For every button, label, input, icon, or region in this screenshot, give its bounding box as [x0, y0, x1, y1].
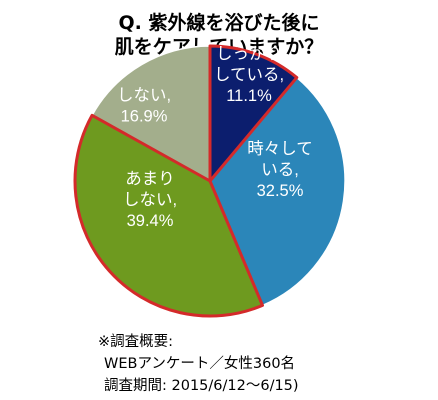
footnote-survey-method: WEBアンケート／女性360名	[104, 356, 296, 372]
label-tokidoki-shiteiru: 時々している, 32.5%	[247, 139, 313, 200]
label-shinai: しない, 16.9%	[117, 86, 171, 126]
label-amari-shinai-line-1: あまり	[125, 169, 175, 188]
label-amari-shinai-line-2: しない,	[123, 190, 177, 209]
slice-tokidoki-shiteiru	[209, 76, 346, 307]
label-shinai-line-1: しない,	[117, 86, 171, 105]
label-shikkari-shiteiru: しっかりしている, 11.1%	[214, 45, 284, 105]
label-shinai-line-2: 16.9%	[121, 108, 168, 126]
footnote-survey-period: 調査期間: 2015/6/12～6/15)	[104, 378, 299, 394]
label-shikkari-shiteiru-line-2: している,	[214, 66, 284, 84]
label-tokidoki-shiteiru-line-3: 32.5%	[257, 182, 304, 200]
label-tokidoki-shiteiru-line-2: いる,	[261, 161, 299, 179]
slice-shinai	[91, 45, 211, 183]
label-amari-shinai: あまりしない, 39.4%	[123, 169, 177, 230]
label-shikkari-shiteiru-line-3: 11.1%	[226, 87, 272, 105]
label-tokidoki-shiteiru-line-1: 時々して	[247, 139, 313, 158]
label-shikkari-shiteiru-line-1: しっかり	[216, 45, 282, 63]
footnote-heading: ※調査概要:	[98, 334, 174, 350]
chart-title-line-1: Q. 紫外線を浴びた後に	[118, 12, 320, 34]
label-amari-shinai-line-3: 39.4%	[127, 212, 174, 230]
slice-shikkari-shiteiru-highlight-outline	[208, 44, 299, 183]
slice-amari-shinai-highlight-outline	[73, 113, 264, 318]
